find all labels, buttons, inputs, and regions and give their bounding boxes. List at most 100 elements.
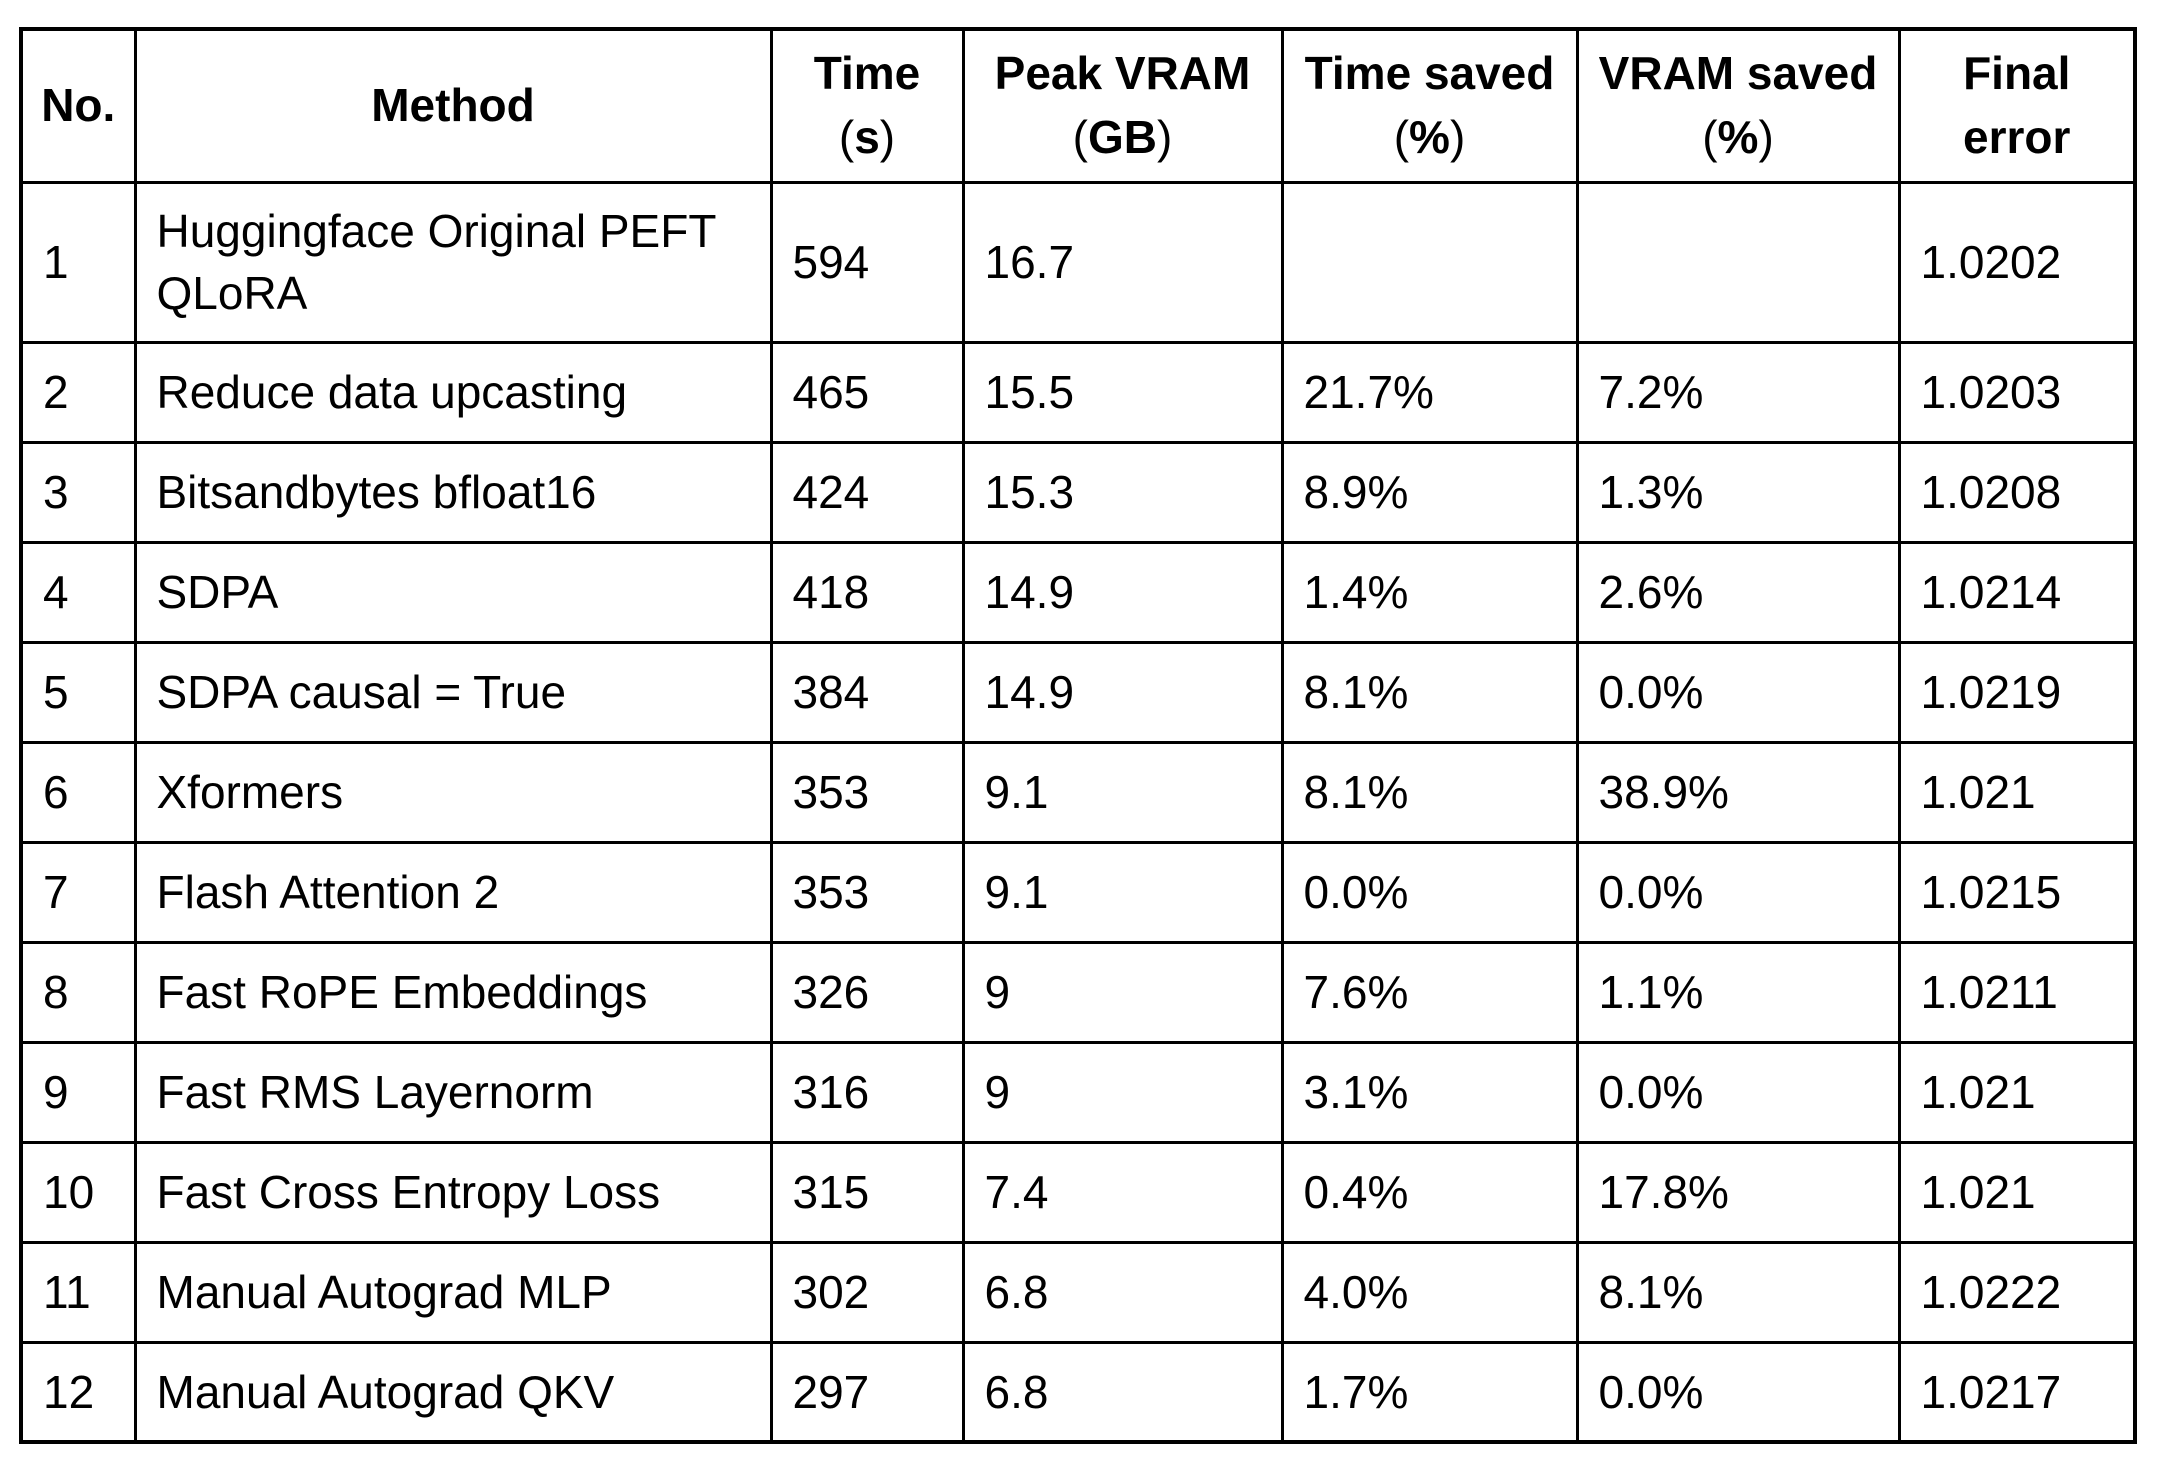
cell-peak_vram: 9	[961, 940, 1284, 1044]
cell-time_saved: 8.1%	[1280, 640, 1579, 744]
table-row: 9 Fast RMS Layernorm 316 9 3.1% 0.0% 1.021	[19, 1040, 2137, 1144]
benchmark-table: No. Method Time (s) Peak VRAM (GB) Time …	[19, 27, 2137, 1444]
cell-time_saved: 3.1%	[1280, 1040, 1579, 1144]
cell-final_error: 1.0219	[1897, 640, 2137, 744]
cell-no: 11	[19, 1240, 137, 1344]
cell-time_saved: 8.1%	[1280, 740, 1579, 844]
cell-vram_saved: 1.1%	[1575, 940, 1901, 1044]
cell-time_saved: 1.7%	[1280, 1340, 1579, 1444]
cell-no: 8	[19, 940, 137, 1044]
cell-final_error: 1.0217	[1897, 1340, 2137, 1444]
cell-vram_saved: 7.2%	[1575, 340, 1901, 444]
cell-time_saved	[1280, 180, 1579, 344]
benchmark-table-container: No. Method Time (s) Peak VRAM (GB) Time …	[19, 27, 2137, 1444]
cell-peak_vram: 15.5	[961, 340, 1284, 444]
table-row: 5 SDPA causal = True 384 14.9 8.1% 0.0% 1.0219	[19, 640, 2137, 744]
cell-vram_saved	[1575, 180, 1901, 344]
column-label: Peak VRAM	[994, 47, 1251, 100]
column-label: Method	[371, 79, 535, 132]
cell-final_error: 1.0202	[1897, 180, 2137, 344]
cell-time_saved: 4.0%	[1280, 1240, 1579, 1344]
cell-no: 10	[19, 1140, 137, 1244]
cell-time_saved: 1.4%	[1280, 540, 1579, 644]
cell-no: 1	[19, 180, 137, 344]
column-header-time-saved: Time saved (%)	[1280, 27, 1579, 184]
cell-peak_vram: 14.9	[961, 540, 1284, 644]
cell-peak_vram: 7.4	[961, 1140, 1284, 1244]
table-row: 10 Fast Cross Entropy Loss 315 7.4 0.4% 17.8%…	[19, 1140, 2137, 1244]
cell-method: Bitsandbytes bfloat16	[133, 440, 773, 544]
cell-method: SDPA causal = True	[133, 640, 773, 744]
cell-vram_saved: 17.8%	[1575, 1140, 1901, 1244]
cell-method: Fast RoPE Embeddings	[133, 940, 773, 1044]
cell-final_error: 1.0214	[1897, 540, 2137, 644]
column-label: Time saved	[1304, 47, 1555, 100]
cell-method: Manual Autograd MLP	[133, 1240, 773, 1344]
cell-no: 9	[19, 1040, 137, 1144]
cell-final_error: 1.0222	[1897, 1240, 2137, 1344]
cell-method: Fast Cross Entropy Loss	[133, 1140, 773, 1244]
column-unit: error	[1963, 110, 2071, 163]
column-unit: (%)	[1393, 110, 1466, 163]
header-row: No. Method Time (s) Peak VRAM (GB) Time …	[19, 27, 2137, 184]
cell-no: 3	[19, 440, 137, 544]
table-row: 7 Flash Attention 2 353 9.1 0.0% 0.0% 1.0215	[19, 840, 2137, 944]
cell-time: 418	[769, 540, 965, 644]
cell-time: 297	[769, 1340, 965, 1444]
table-row: 8 Fast RoPE Embeddings 326 9 7.6% 1.1% 1.0211	[19, 940, 2137, 1044]
cell-time: 384	[769, 640, 965, 744]
cell-vram_saved: 38.9%	[1575, 740, 1901, 844]
cell-method: Huggingface Original PEFT QLoRA	[133, 180, 773, 344]
cell-time: 315	[769, 1140, 965, 1244]
column-header-time: Time (s)	[769, 27, 965, 184]
column-header-peak-vram: Peak VRAM (GB)	[961, 27, 1284, 184]
cell-vram_saved: 1.3%	[1575, 440, 1901, 544]
cell-vram_saved: 2.6%	[1575, 540, 1901, 644]
cell-time_saved: 0.0%	[1280, 840, 1579, 944]
cell-peak_vram: 6.8	[961, 1240, 1284, 1344]
column-unit: (GB)	[1072, 110, 1173, 163]
cell-peak_vram: 9.1	[961, 840, 1284, 944]
table-row: 4 SDPA 418 14.9 1.4% 2.6% 1.0214	[19, 540, 2137, 644]
cell-final_error: 1.021	[1897, 1140, 2137, 1244]
cell-vram_saved: 0.0%	[1575, 1340, 1901, 1444]
column-header-final-error: Final error	[1897, 27, 2137, 184]
cell-time: 424	[769, 440, 965, 544]
cell-final_error: 1.021	[1897, 740, 2137, 844]
column-label: No.	[41, 79, 116, 132]
column-label: Time	[813, 47, 921, 100]
cell-time_saved: 7.6%	[1280, 940, 1579, 1044]
cell-vram_saved: 0.0%	[1575, 640, 1901, 744]
cell-time_saved: 0.4%	[1280, 1140, 1579, 1244]
cell-final_error: 1.0215	[1897, 840, 2137, 944]
cell-time: 326	[769, 940, 965, 1044]
cell-vram_saved: 8.1%	[1575, 1240, 1901, 1344]
cell-peak_vram: 15.3	[961, 440, 1284, 544]
cell-no: 6	[19, 740, 137, 844]
cell-vram_saved: 0.0%	[1575, 1040, 1901, 1144]
cell-time: 594	[769, 180, 965, 344]
cell-peak_vram: 14.9	[961, 640, 1284, 744]
column-label: Final	[1963, 47, 2071, 100]
column-header-no: No.	[19, 27, 137, 184]
cell-final_error: 1.0203	[1897, 340, 2137, 444]
cell-peak_vram: 9.1	[961, 740, 1284, 844]
cell-time: 353	[769, 840, 965, 944]
cell-time: 316	[769, 1040, 965, 1144]
cell-peak_vram: 9	[961, 1040, 1284, 1144]
cell-time: 465	[769, 340, 965, 444]
cell-final_error: 1.0211	[1897, 940, 2137, 1044]
table-row: 1 Huggingface Original PEFT QLoRA 594 16.7 1…	[19, 180, 2137, 344]
column-unit: (%)	[1702, 110, 1774, 163]
cell-final_error: 1.021	[1897, 1040, 2137, 1144]
cell-no: 2	[19, 340, 137, 444]
table-row: 3 Bitsandbytes bfloat16 424 15.3 8.9% 1.3% 1.0…	[19, 440, 2137, 544]
table-row: 2 Reduce data upcasting 465 15.5 21.7% 7.2% 1.…	[19, 340, 2137, 444]
cell-method: Fast RMS Layernorm	[133, 1040, 773, 1144]
cell-time_saved: 8.9%	[1280, 440, 1579, 544]
table-row: 12 Manual Autograd QKV 297 6.8 1.7% 0.0% 1.021…	[19, 1340, 2137, 1444]
cell-method: Flash Attention 2	[133, 840, 773, 944]
cell-vram_saved: 0.0%	[1575, 840, 1901, 944]
cell-peak_vram: 16.7	[961, 180, 1284, 344]
table-row: 6 Xformers 353 9.1 8.1% 38.9% 1.021	[19, 740, 2137, 844]
